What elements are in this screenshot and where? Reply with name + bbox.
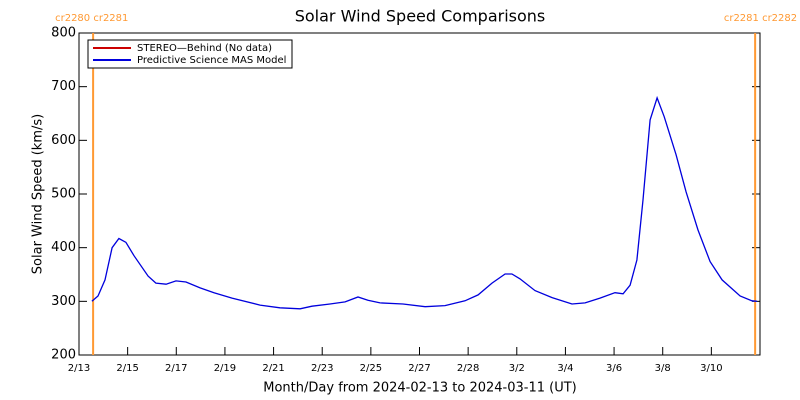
x-tick-label: 2/23 xyxy=(311,363,333,374)
y-tick-label: 400 xyxy=(51,240,76,255)
x-tick-label: 3/2 xyxy=(509,363,525,374)
y-tick-label: 300 xyxy=(51,294,76,309)
x-tick-label: 3/10 xyxy=(700,363,722,374)
chart-title: Solar Wind Speed Comparisons xyxy=(295,7,546,26)
y-tick-label: 800 xyxy=(51,26,76,41)
marker-label: cr2281 cr2282 xyxy=(724,13,797,24)
x-tick-label: 2/19 xyxy=(214,363,236,374)
legend-label: STEREO—Behind (No data) xyxy=(137,43,272,54)
series-line xyxy=(91,95,758,310)
x-tick-label: 3/4 xyxy=(557,363,573,374)
y-tick-label: 600 xyxy=(51,133,76,148)
x-tick-label: 2/21 xyxy=(262,363,284,374)
marker-label: cr2280 cr2281 xyxy=(55,13,128,24)
y-tick-label: 700 xyxy=(51,79,76,94)
x-tick-label: 3/6 xyxy=(606,363,622,374)
legend-box xyxy=(87,39,293,69)
x-tick-label: 2/15 xyxy=(116,363,138,374)
legend-label: Predictive Science MAS Model xyxy=(137,55,286,66)
x-tick-label: 3/8 xyxy=(655,363,671,374)
y-axis-label: Solar Wind Speed (km/s) xyxy=(31,114,46,274)
x-axis-label: Month/Day from 2024-02-13 to 2024-03-11 … xyxy=(263,381,576,396)
x-tick-label: 2/13 xyxy=(68,363,90,374)
x-tick-label: 2/25 xyxy=(360,363,382,374)
x-tick-label: 2/17 xyxy=(165,363,187,374)
x-tick-label: 2/27 xyxy=(408,363,430,374)
y-tick-label: 500 xyxy=(51,187,76,202)
x-tick-label: 2/28 xyxy=(457,363,479,374)
y-tick-label: 200 xyxy=(51,348,76,363)
